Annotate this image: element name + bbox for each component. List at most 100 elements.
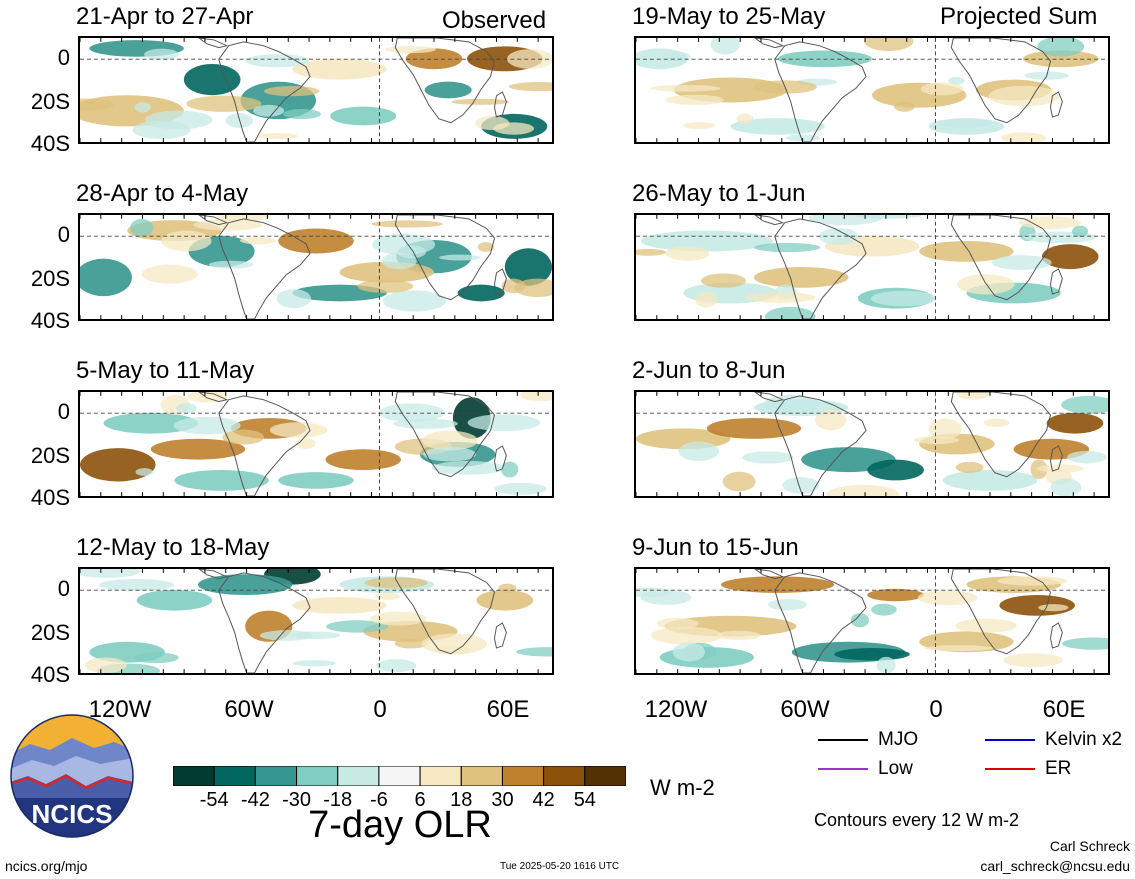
olr-anomaly-patch [826, 484, 900, 496]
map-canvas [80, 215, 552, 319]
olr-anomaly-blob [457, 284, 505, 302]
panel-title: 19-May to 25-May [632, 3, 826, 30]
olr-anomaly-blob [278, 228, 354, 254]
olr-anomaly-patch [957, 274, 1015, 295]
olr-anomaly-patch [864, 38, 914, 51]
map-canvas [80, 38, 552, 142]
olr-anomaly-patch [742, 451, 794, 464]
olr-anomaly-patch [186, 95, 262, 112]
olr-anomaly-patch [376, 659, 417, 673]
lon-label: 60E [1042, 696, 1086, 723]
olr-map-panel [634, 390, 1110, 498]
olr-anomaly-patch [754, 242, 821, 253]
olr-anomaly-blob [942, 470, 1038, 491]
olr-anomaly-patch [187, 392, 228, 403]
olr-anomaly-patch [871, 603, 897, 616]
olr-anomaly-patch [467, 414, 541, 432]
coastline [493, 445, 507, 472]
olr-anomaly-patch [716, 630, 761, 640]
olr-map-panel [634, 213, 1110, 321]
coastline [198, 392, 229, 403]
coastline [218, 218, 311, 319]
olr-anomaly-patch [956, 392, 991, 400]
observed-header: Observed [442, 7, 547, 34]
coastline [774, 395, 867, 496]
map-canvas [636, 38, 1108, 142]
colorbar-swatch [378, 765, 421, 787]
coastline [754, 569, 785, 580]
olr-anomaly-patch [507, 49, 552, 69]
olr-anomaly-patch [876, 656, 896, 673]
panel-title: 12-May to 18-May [76, 534, 270, 561]
panel-title: 5-May to 11-May [76, 357, 255, 384]
olr-anomaly-patch [650, 626, 723, 645]
lon-label: 120W [644, 696, 708, 723]
coastline [950, 569, 1052, 655]
olr-anomaly-patch [656, 617, 699, 630]
olr-anomaly-patch [1061, 395, 1108, 414]
lon-label: 120W [88, 696, 152, 723]
colorbar-tick-label: -6 [370, 789, 388, 811]
coastline [218, 572, 311, 673]
olr-anomaly-patch [364, 577, 428, 589]
olr-anomaly-patch [855, 215, 921, 219]
colorbar-tick-label: 6 [414, 789, 426, 811]
olr-anomaly-blob [80, 448, 156, 482]
legend-label-low: Low [878, 758, 913, 779]
olr-anomaly-patch [208, 260, 254, 269]
olr-anomaly-patch [1067, 450, 1107, 464]
coastline [394, 569, 496, 655]
olr-anomaly-patch [357, 279, 414, 293]
colorbar-title: 7-day OLR [308, 804, 492, 846]
olr-anomaly-patch [924, 645, 993, 652]
olr-anomaly-patch [508, 82, 552, 92]
coastline [1049, 268, 1063, 295]
map-canvas [80, 392, 552, 496]
map-canvas [636, 392, 1108, 496]
olr-anomaly-patch [269, 422, 328, 438]
colorbar-tick-label: 54 [573, 789, 596, 811]
panel-title: 28-Apr to 4-May [76, 180, 249, 207]
olr-anomaly-patch [991, 255, 1052, 270]
olr-anomaly-blob [330, 106, 397, 126]
panel-title: 9-Jun to 15-Jun [632, 534, 799, 561]
coastline [394, 392, 496, 478]
footer-url: ncics.org/mjo [5, 858, 88, 874]
olr-map-panel [78, 567, 554, 675]
olr-anomaly-patch [475, 116, 510, 131]
olr-anomaly-patch [326, 620, 389, 633]
olr-anomaly-patch [276, 289, 312, 309]
olr-anomaly-patch [175, 403, 197, 413]
olr-anomaly-patch [292, 660, 336, 667]
olr-anomaly-patch [431, 460, 505, 475]
olr-anomaly-patch [80, 569, 140, 578]
coastline [774, 218, 867, 319]
olr-anomaly-patch [672, 642, 705, 662]
olr-anomaly-patch [678, 441, 720, 461]
coastline [493, 91, 507, 118]
olr-anomaly-patch [385, 45, 436, 54]
legend-label-mjo: MJO [878, 729, 919, 750]
olr-anomaly-patch [144, 110, 213, 130]
olr-anomaly-patch [920, 82, 964, 96]
legend-line-kelvin [985, 739, 1035, 741]
colorbar-tick-label: 18 [450, 789, 473, 811]
olr-anomaly-patch [997, 576, 1068, 586]
coastline [198, 38, 229, 49]
olr-map-panel [78, 390, 554, 498]
olr-anomaly-blob [150, 438, 246, 460]
olr-anomaly-blob [198, 574, 293, 595]
olr-anomaly-blob [754, 267, 849, 288]
olr-anomaly-patch [514, 278, 552, 298]
coastline [754, 392, 785, 403]
olr-anomaly-patch [371, 220, 443, 228]
olr-anomaly-patch [1036, 464, 1084, 473]
legend-label-kelvin: Kelvin x2 [1045, 729, 1123, 750]
olr-anomaly-patch [1003, 653, 1063, 668]
lon-label: 0 [373, 696, 387, 723]
lat-label: 0 [57, 45, 70, 70]
lat-label: 20S [30, 443, 70, 468]
olr-anomaly-patch [850, 613, 869, 628]
olr-anomaly-blob [183, 64, 241, 96]
olr-anomaly-blob [292, 58, 387, 80]
